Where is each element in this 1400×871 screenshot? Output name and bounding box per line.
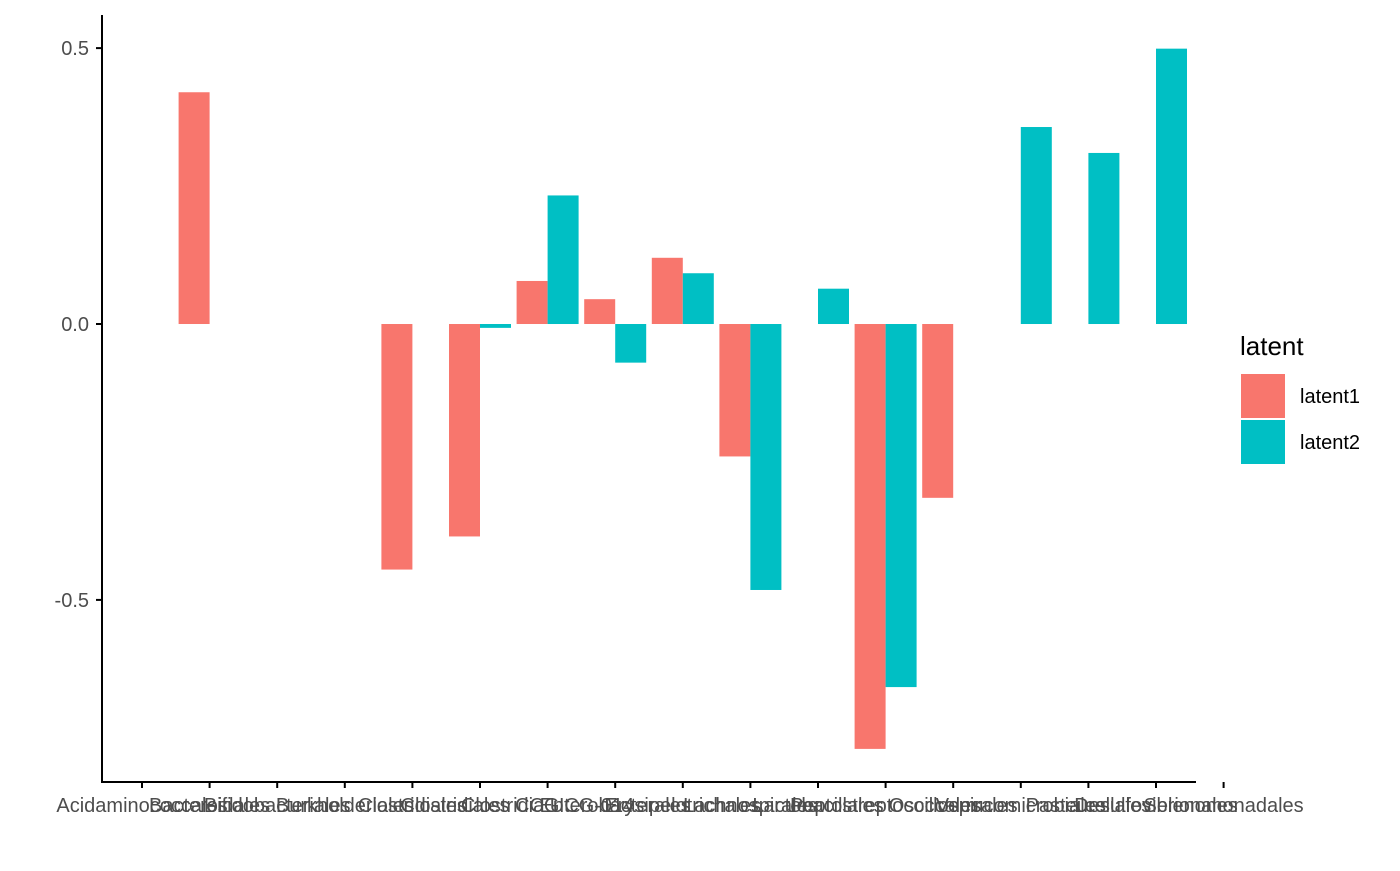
x-tick-label: Verrucomicrobiales: [936, 795, 1106, 817]
x-ticks-layer: AcidaminococcalesBacteroidalesBifidobact…: [56, 782, 1304, 817]
x-tick-label: Lactobacillales: [752, 795, 883, 817]
bar-latent2-15: [1156, 48, 1187, 325]
bar-latent1-12: [922, 324, 954, 498]
bar-latent1-11: [854, 324, 886, 749]
x-tick-label: Pasteurellales: [1026, 795, 1152, 817]
legend-label-latent2: latent2: [1300, 432, 1360, 454]
bar-latent2-11: [885, 324, 917, 688]
x-tick-label: Desulfovibrionales: [1074, 795, 1237, 817]
y-tick-label: 0.5: [61, 38, 89, 60]
bar-latent1-9: [719, 324, 751, 457]
bar-latent2-9: [750, 324, 782, 590]
bar-latent1-5: [449, 324, 480, 537]
axes-layer: [101, 15, 1196, 783]
x-tick-label: Clostridia UCG-014: [461, 795, 634, 817]
legend-key-latent1: [1241, 374, 1285, 418]
y-ticks-layer: -0.5 0.0 0.5: [55, 38, 102, 612]
bars-layer: [178, 48, 1187, 749]
legend-items: latent1 latent2: [1241, 374, 1360, 464]
x-tick-label: Clostridiales CCG: [401, 795, 560, 817]
y-tick-label: 0.0: [61, 314, 89, 336]
legend-key-latent2: [1241, 420, 1285, 464]
legend: latent latent1 latent2: [1240, 331, 1360, 464]
bar-latent2-8: [682, 273, 714, 325]
legend-title: latent: [1240, 331, 1304, 361]
x-tick-label: Acidaminococcales: [56, 795, 227, 817]
bar-latent2-13: [1020, 127, 1052, 325]
bar-latent2-6: [547, 195, 579, 325]
x-tick-label: Erysipelotrichales: [604, 795, 761, 817]
bar-latent1-1: [178, 92, 210, 325]
bar-latent2-5: [480, 324, 511, 328]
legend-label-latent1: latent1: [1300, 386, 1360, 408]
bar-latent2-10: [818, 288, 849, 325]
bar-latent1-7: [584, 299, 616, 325]
x-tick-label: Enterobacterales: [540, 795, 691, 817]
bar-latent2-7: [615, 324, 647, 363]
bar-latent1-8: [651, 257, 683, 325]
x-tick-label: Bifidobacteriales: [204, 795, 351, 817]
y-tick-label: -0.5: [55, 590, 89, 612]
x-tick-label: Burkholderiales: [276, 795, 414, 817]
x-tick-label: Bacteroidales: [149, 795, 270, 817]
bar-latent1-4: [381, 324, 413, 570]
bar-latent2-14: [1088, 152, 1120, 325]
bar-latent1-6: [516, 280, 548, 325]
x-tick-label: Oscillospirales: [889, 795, 1018, 817]
x-tick-label: Clostridiales: [358, 795, 467, 817]
x-tick-label: Selenomonadales: [1144, 795, 1304, 817]
x-tick-label: Lachnospirales: [683, 795, 818, 817]
x-tick-label: Peptostreptococcales: [790, 795, 981, 817]
